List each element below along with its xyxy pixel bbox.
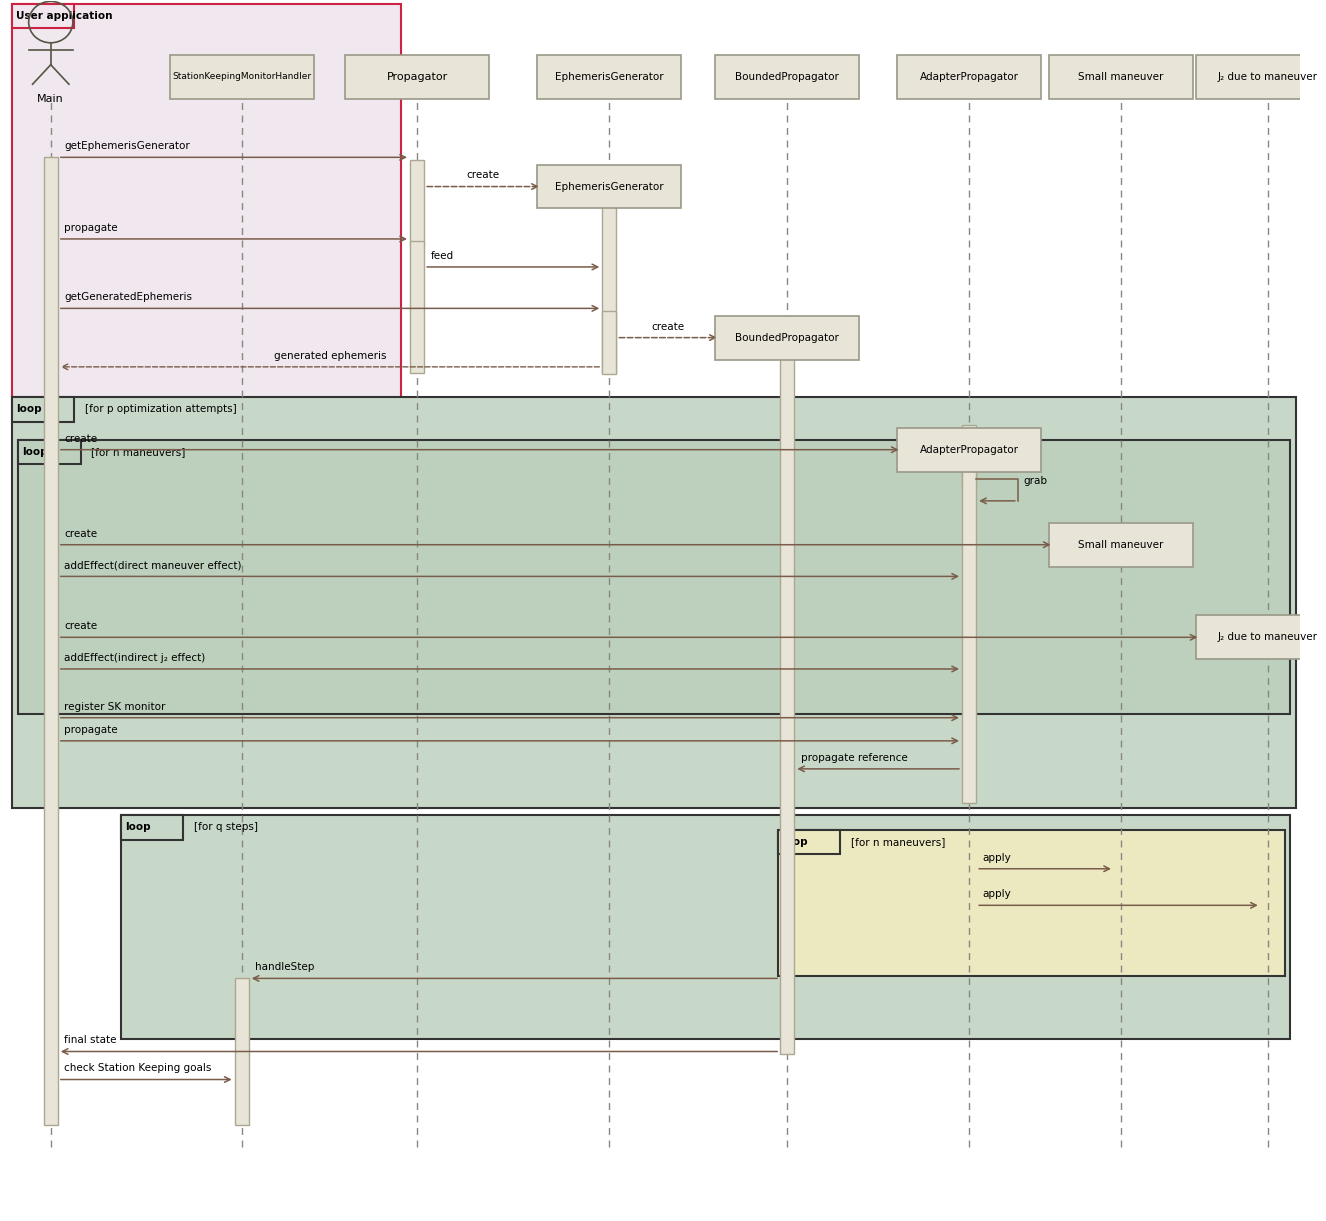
Text: Propagator: Propagator <box>386 72 448 82</box>
Text: J₂ due to maneuver: J₂ due to maneuver <box>1217 72 1318 82</box>
FancyBboxPatch shape <box>19 440 81 464</box>
Text: addEffect(direct maneuver effect): addEffect(direct maneuver effect) <box>65 560 241 570</box>
Text: [for n maneuvers]: [for n maneuvers] <box>91 447 186 457</box>
FancyBboxPatch shape <box>170 55 314 99</box>
FancyBboxPatch shape <box>12 4 402 400</box>
Text: AdapterPropagator: AdapterPropagator <box>919 444 1018 454</box>
FancyBboxPatch shape <box>961 425 976 803</box>
FancyBboxPatch shape <box>602 189 617 372</box>
FancyBboxPatch shape <box>345 55 489 99</box>
Text: apply: apply <box>983 889 1012 899</box>
FancyBboxPatch shape <box>1049 523 1193 567</box>
FancyBboxPatch shape <box>537 55 682 99</box>
Text: loop: loop <box>125 823 150 833</box>
FancyBboxPatch shape <box>896 55 1041 99</box>
FancyBboxPatch shape <box>780 341 794 1054</box>
Text: [for p optimization attempts]: [for p optimization attempts] <box>85 404 236 414</box>
Text: [for q steps]: [for q steps] <box>194 823 257 833</box>
FancyBboxPatch shape <box>1049 55 1193 99</box>
FancyBboxPatch shape <box>1196 615 1326 659</box>
Text: propagate: propagate <box>65 223 118 233</box>
Text: register SK monitor: register SK monitor <box>65 702 166 712</box>
Text: generated ephemeris: generated ephemeris <box>273 350 386 360</box>
FancyBboxPatch shape <box>537 165 682 209</box>
FancyBboxPatch shape <box>44 158 58 1125</box>
Text: BoundedPropagator: BoundedPropagator <box>736 72 839 82</box>
FancyBboxPatch shape <box>410 160 424 245</box>
Text: create: create <box>65 529 98 538</box>
Text: getEphemerisGenerator: getEphemerisGenerator <box>65 142 190 151</box>
Text: apply: apply <box>983 852 1012 863</box>
Text: check Station Keeping goals: check Station Keeping goals <box>65 1063 212 1073</box>
FancyBboxPatch shape <box>19 440 1290 714</box>
FancyBboxPatch shape <box>121 816 1290 1039</box>
Text: J₂ due to maneuver: J₂ due to maneuver <box>1217 632 1318 642</box>
Text: create: create <box>65 621 98 631</box>
Text: [for n maneuvers]: [for n maneuvers] <box>851 836 945 847</box>
Text: final state: final state <box>65 1035 117 1045</box>
FancyBboxPatch shape <box>12 397 74 421</box>
Text: loop: loop <box>16 404 41 414</box>
Text: create: create <box>651 321 684 332</box>
Text: propagate reference: propagate reference <box>801 753 907 763</box>
Text: create: create <box>65 433 98 443</box>
Text: BoundedPropagator: BoundedPropagator <box>736 332 839 343</box>
Text: grab: grab <box>1022 476 1048 486</box>
FancyBboxPatch shape <box>961 452 976 488</box>
Text: create: create <box>467 171 500 181</box>
FancyBboxPatch shape <box>235 978 249 1125</box>
FancyBboxPatch shape <box>896 427 1041 471</box>
Text: feed: feed <box>431 250 453 261</box>
Text: EphemerisGenerator: EphemerisGenerator <box>556 182 663 192</box>
Text: getGeneratedEphemeris: getGeneratedEphemeris <box>65 292 192 303</box>
FancyBboxPatch shape <box>602 311 617 374</box>
FancyBboxPatch shape <box>778 830 1285 976</box>
Text: Small maneuver: Small maneuver <box>1078 72 1164 82</box>
FancyBboxPatch shape <box>121 816 183 840</box>
Text: EphemerisGenerator: EphemerisGenerator <box>556 72 663 82</box>
Text: AdapterPropagator: AdapterPropagator <box>919 72 1018 82</box>
FancyBboxPatch shape <box>715 316 859 359</box>
Text: StationKeepingMonitorHandler: StationKeepingMonitorHandler <box>172 72 312 82</box>
Text: Small maneuver: Small maneuver <box>1078 540 1164 549</box>
FancyBboxPatch shape <box>12 397 1297 808</box>
FancyBboxPatch shape <box>12 4 74 28</box>
Text: handleStep: handleStep <box>256 962 314 972</box>
FancyBboxPatch shape <box>778 830 841 855</box>
FancyBboxPatch shape <box>715 55 859 99</box>
Text: addEffect(indirect j₂ effect): addEffect(indirect j₂ effect) <box>65 653 206 663</box>
Text: User application: User application <box>16 11 113 21</box>
Text: loop: loop <box>23 447 48 457</box>
FancyBboxPatch shape <box>410 242 424 372</box>
FancyBboxPatch shape <box>1196 55 1326 99</box>
Text: Main: Main <box>37 94 64 104</box>
Text: propagate: propagate <box>65 725 118 735</box>
Text: loop: loop <box>782 836 808 847</box>
